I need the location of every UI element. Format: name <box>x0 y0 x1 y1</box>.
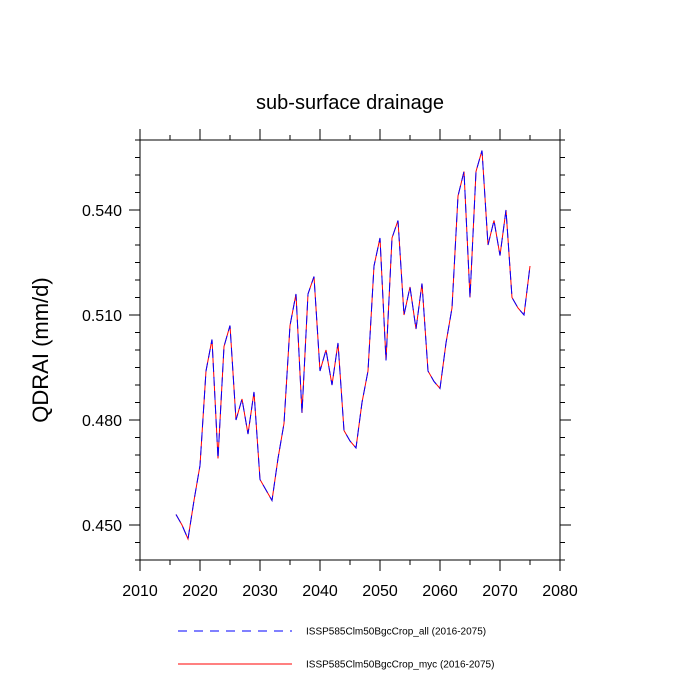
y-axis-label: QDRAI (mm/d) <box>28 277 53 422</box>
legend-label-1: ISSP585Clm50BgcCrop_all (2016-2075) <box>306 627 486 638</box>
x-tick-label: 2040 <box>302 583 338 600</box>
legend: ISSP585Clm50BgcCrop_all (2016-2075) ISSP5… <box>178 627 494 671</box>
x-tick-label: 2060 <box>422 583 458 600</box>
y-tick-label: 0.510 <box>82 308 122 325</box>
legend-label-2: ISSP585Clm50BgcCrop_myc (2016-2075) <box>306 660 494 671</box>
x-axis-ticks <box>139 129 561 571</box>
series-lines <box>175 150 531 541</box>
chart-title: sub-surface drainage <box>256 92 444 114</box>
plot-frame <box>139 139 561 561</box>
y-axis-tick-labels: 0.450 0.480 0.510 0.540 <box>82 203 122 535</box>
x-axis-tick-labels: 2010 2020 2030 2040 2050 2060 2070 2080 <box>122 583 578 600</box>
y-tick-label: 0.540 <box>82 203 122 220</box>
plot-area <box>129 129 571 571</box>
series-line-1 <box>175 150 531 541</box>
y-tick-label: 0.450 <box>82 518 122 535</box>
x-tick-label: 2050 <box>362 583 398 600</box>
y-tick-label: 0.480 <box>82 413 122 430</box>
series-line-2 <box>175 150 531 541</box>
x-tick-label: 2010 <box>122 583 158 600</box>
x-tick-label: 2070 <box>482 583 518 600</box>
x-tick-label: 2030 <box>242 583 278 600</box>
x-tick-label: 2080 <box>542 583 578 600</box>
x-tick-label: 2020 <box>182 583 218 600</box>
y-axis-ticks <box>129 139 571 561</box>
